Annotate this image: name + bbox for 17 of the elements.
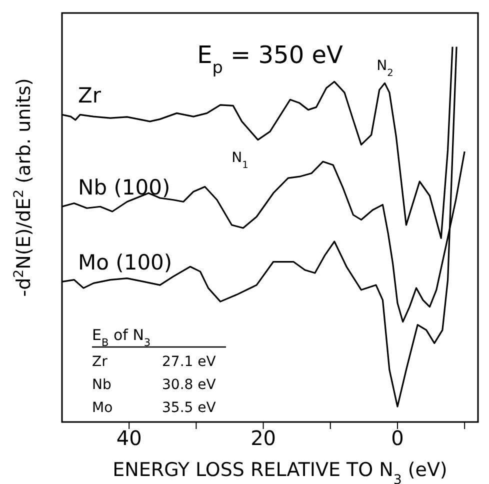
annotation: N$_{2}$ — [376, 58, 394, 78]
x-tick-label: 40 — [116, 426, 142, 450]
annotation: 27.1 eV — [162, 354, 216, 370]
annotation: Mo — [92, 400, 113, 416]
annotation: N$_{1}$ — [232, 150, 248, 170]
annotation: E$_{B}$ of N$_{3}$ — [92, 326, 151, 349]
series-label: Mo (100) — [78, 250, 172, 275]
annotation: Zr — [92, 354, 108, 370]
series-label: Nb (100) — [78, 176, 170, 200]
series-label: Zr — [78, 84, 102, 108]
x-tick-label: 20 — [250, 426, 276, 450]
chart-title: E$_{p}$ = 350 eV — [197, 41, 344, 77]
annotation: 30.8 eV — [162, 377, 216, 393]
annotation: Nb — [92, 377, 112, 393]
x-tick-label: 0 — [391, 426, 404, 450]
annotation: 35.5 eV — [162, 400, 216, 416]
x-axis-title: ENERGY LOSS RELATIVE TO N$_{3}$ (eV) — [112, 459, 448, 484]
